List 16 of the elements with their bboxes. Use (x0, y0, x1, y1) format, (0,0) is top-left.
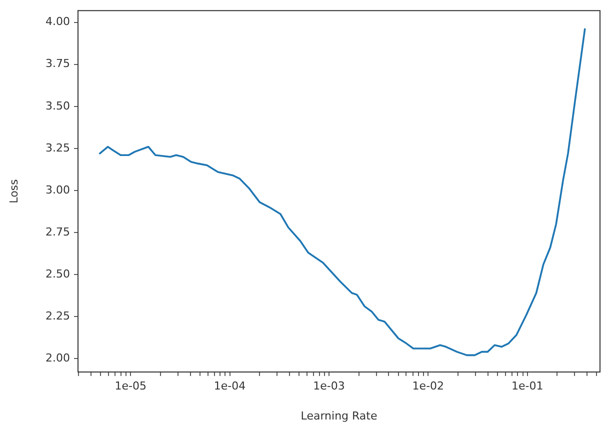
y-tick-label: 2.75 (46, 225, 70, 238)
x-tick-label: 1e-03 (313, 379, 345, 392)
x-tick-label: 1e-05 (114, 379, 146, 392)
y-tick-label: 2.00 (46, 351, 70, 364)
y-tick-label: 3.75 (46, 57, 70, 70)
x-tick-label: 1e-01 (511, 379, 544, 392)
y-axis-title: Loss (7, 178, 20, 204)
y-tick-label: 3.50 (46, 99, 70, 112)
y-tick-label: 2.25 (46, 309, 70, 322)
x-tick-label: 1e-02 (412, 379, 444, 392)
y-tick-label: 2.50 (46, 267, 70, 280)
y-tick-label: 3.00 (46, 183, 70, 196)
y-tick-label: 4.00 (46, 15, 70, 28)
x-axis-title: Learning Rate (300, 409, 378, 422)
x-tick-label: 1e-04 (214, 379, 246, 392)
y-tick-label: 3.25 (46, 141, 70, 154)
